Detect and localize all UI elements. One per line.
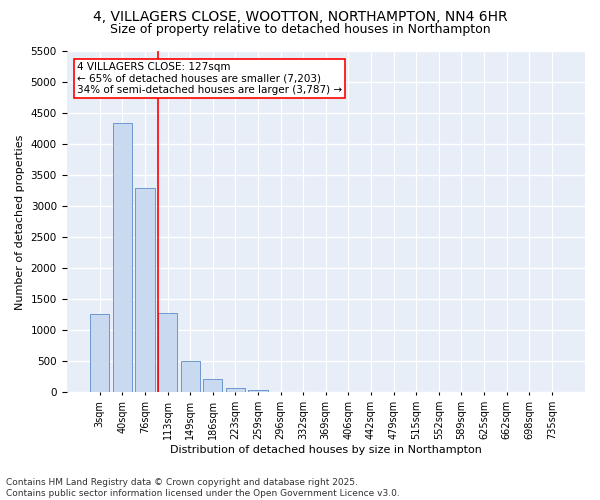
Bar (136, 188, 155, 392)
Bar (158, 313, 177, 392)
Text: Contains HM Land Registry data © Crown copyright and database right 2025.
Contai: Contains HM Land Registry data © Crown c… (6, 478, 400, 498)
Bar (226, 388, 245, 392)
Text: 4 VILLAGERS CLOSE: 127sqm
← 65% of detached houses are smaller (7,203)
34% of se: 4 VILLAGERS CLOSE: 127sqm ← 65% of detac… (77, 62, 342, 95)
Bar (248, 390, 268, 392)
Bar (113, 123, 132, 392)
Text: 4, VILLAGERS CLOSE, WOOTTON, NORTHAMPTON, NN4 6HR: 4, VILLAGERS CLOSE, WOOTTON, NORTHAMPTON… (92, 10, 508, 24)
Bar (181, 362, 200, 392)
Text: Size of property relative to detached houses in Northampton: Size of property relative to detached ho… (110, 22, 490, 36)
Y-axis label: Number of detached properties: Number of detached properties (15, 134, 25, 310)
Bar (90, 314, 109, 392)
X-axis label: Distribution of detached houses by size in Northampton: Distribution of detached houses by size … (170, 445, 482, 455)
Bar (203, 380, 223, 392)
